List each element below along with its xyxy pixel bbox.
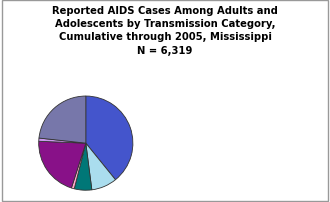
Wedge shape bbox=[39, 138, 86, 143]
Wedge shape bbox=[86, 97, 133, 180]
Wedge shape bbox=[86, 143, 115, 190]
Wedge shape bbox=[74, 143, 92, 190]
Legend: MSM (39.2%), IDU (8.8%), MSM/IDU (6.0%), Hemophilia (1.0%), Heterosexual Sex (20: MSM (39.2%), IDU (8.8%), MSM/IDU (6.0%),… bbox=[189, 100, 306, 187]
Wedge shape bbox=[39, 97, 86, 143]
Text: Reported AIDS Cases Among Adults and
Adolescents by Transmission Category,
Cumul: Reported AIDS Cases Among Adults and Ado… bbox=[52, 6, 278, 55]
Wedge shape bbox=[71, 143, 86, 189]
Wedge shape bbox=[39, 142, 86, 188]
